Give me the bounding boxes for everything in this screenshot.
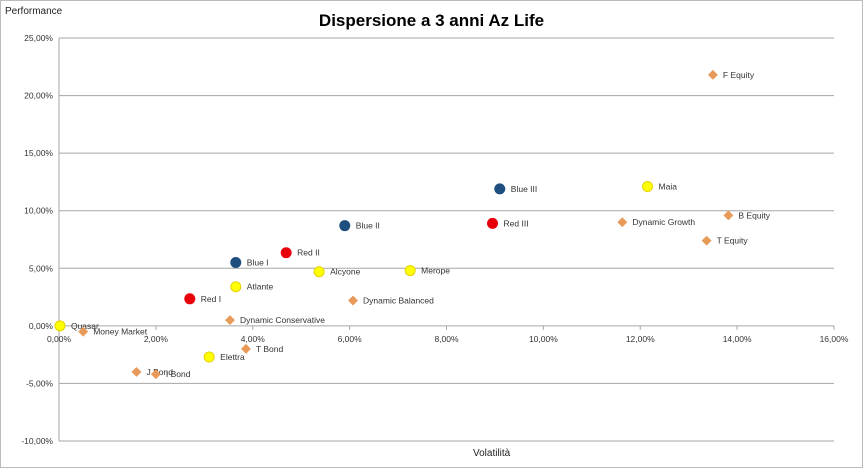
x-tick-label: 0,00% bbox=[47, 334, 72, 344]
chart-title: Dispersione a 3 anni Az Life bbox=[318, 11, 545, 30]
x-tick-label: 4,00% bbox=[241, 334, 266, 344]
data-label: Atlante bbox=[247, 282, 274, 292]
x-tick-label: 14,00% bbox=[723, 334, 752, 344]
point-merope bbox=[404, 265, 416, 277]
data-label: J Bond bbox=[147, 367, 174, 377]
data-label: Blue II bbox=[356, 221, 380, 231]
data-label: T Bond bbox=[256, 344, 284, 354]
y-tick-label: -5,00% bbox=[26, 378, 53, 388]
data-label: Red III bbox=[504, 218, 529, 228]
y-tick-label: 20,00% bbox=[24, 91, 53, 101]
y-tick-label: 5,00% bbox=[29, 263, 54, 273]
x-tick-label: 2,00% bbox=[144, 334, 169, 344]
point-f-equity bbox=[707, 69, 718, 80]
point-blue-ii bbox=[339, 220, 351, 232]
x-tick-label: 10,00% bbox=[529, 334, 558, 344]
x-tick-label: 12,00% bbox=[626, 334, 655, 344]
point-dynamic-balanced bbox=[348, 295, 358, 306]
data-label: Money Market bbox=[93, 327, 147, 337]
x-tick-label: 16,00% bbox=[820, 334, 849, 344]
data-label: Dynamic Conservative bbox=[240, 315, 325, 325]
y-tick-label: -10,00% bbox=[21, 436, 53, 446]
point-i-bond bbox=[150, 369, 161, 380]
point-t-equity bbox=[701, 235, 712, 246]
data-label: Quasar bbox=[71, 321, 99, 331]
point-t-bond bbox=[241, 343, 251, 354]
data-label: Maia bbox=[659, 182, 678, 192]
point-blue-iii bbox=[494, 183, 506, 195]
data-label: Dynamic Growth bbox=[632, 217, 695, 227]
point-red-ii bbox=[280, 247, 292, 259]
point-elettra bbox=[203, 351, 215, 363]
y-tick-label: 15,00% bbox=[24, 148, 53, 158]
y-tick-label: 10,00% bbox=[24, 206, 53, 216]
y-axis-label: Performance bbox=[5, 6, 63, 17]
data-label: F Equity bbox=[723, 70, 755, 80]
data-label: T Equity bbox=[717, 236, 749, 246]
x-tick-label: 6,00% bbox=[338, 334, 363, 344]
point-alcyone bbox=[313, 266, 325, 278]
point-quasar bbox=[54, 320, 66, 332]
data-label: B Equity bbox=[738, 210, 770, 220]
point-blue-i bbox=[230, 257, 242, 269]
y-tick-label: 25,00% bbox=[24, 33, 53, 43]
data-label: Elettra bbox=[220, 352, 245, 362]
point-maia bbox=[642, 181, 654, 193]
data-label: Red II bbox=[297, 248, 320, 258]
data-label: Dynamic Balanced bbox=[363, 296, 434, 306]
data-label: I Bond bbox=[166, 369, 191, 379]
data-label: Alcyone bbox=[330, 267, 361, 277]
data-label: Merope bbox=[421, 266, 450, 276]
point-dynamic-growth bbox=[617, 217, 628, 228]
data-label: Blue III bbox=[511, 184, 537, 194]
point-j-bond bbox=[131, 366, 142, 377]
data-label: Red I bbox=[201, 294, 221, 304]
point-atlante bbox=[230, 281, 242, 293]
x-tick-label: 8,00% bbox=[434, 334, 459, 344]
point-red-iii bbox=[487, 217, 499, 229]
y-tick-label: 0,00% bbox=[29, 321, 54, 331]
point-red-i bbox=[184, 293, 196, 305]
data-label: Blue I bbox=[247, 258, 269, 268]
point-b-equity bbox=[723, 210, 734, 221]
x-axis-label: Volatilità bbox=[473, 448, 511, 459]
point-dynamic-conservative bbox=[225, 315, 235, 326]
